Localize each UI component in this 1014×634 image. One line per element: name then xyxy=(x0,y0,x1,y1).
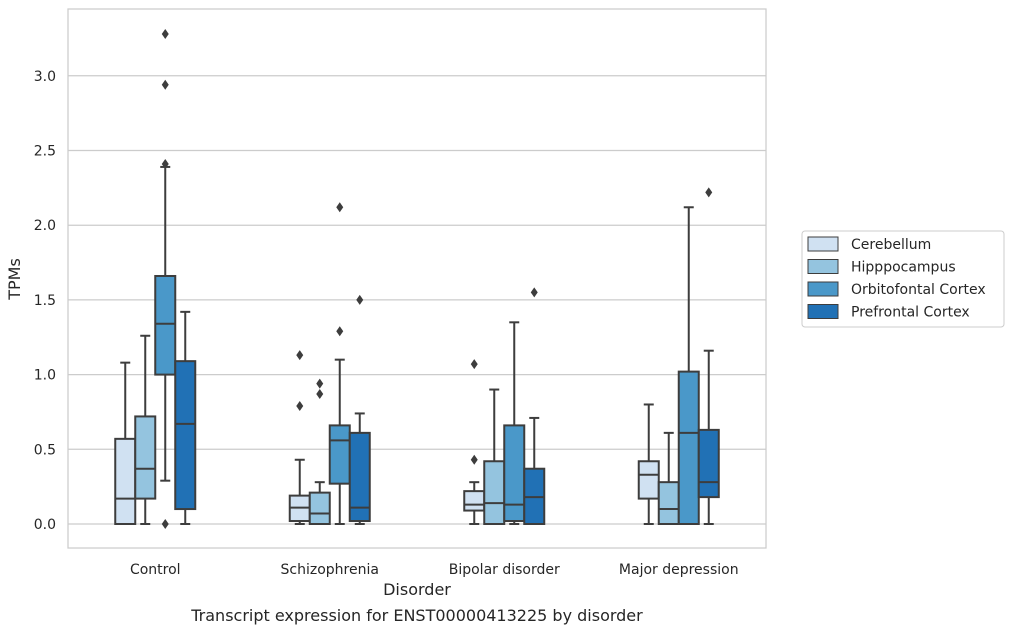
y-tick-label: 0.5 xyxy=(34,442,56,458)
box-0-0 xyxy=(114,361,137,526)
outlier-point xyxy=(316,389,324,400)
box-1-2 xyxy=(328,202,351,525)
iqr-box xyxy=(328,424,351,485)
legend: Cerebellum Hipppocampus Orbitofontal Corte… xyxy=(801,230,1005,328)
box-1-0 xyxy=(288,350,311,525)
outlier-point xyxy=(530,287,538,298)
y-tick-label: 2.5 xyxy=(34,144,56,160)
outlier-point xyxy=(336,326,344,337)
outlier-point xyxy=(470,359,478,370)
outlier-point xyxy=(296,400,304,411)
box-3-3 xyxy=(697,187,720,525)
box-1-1 xyxy=(308,378,331,526)
outlier-point xyxy=(296,350,304,361)
outlier-point xyxy=(161,519,169,529)
box-1-3 xyxy=(348,294,371,525)
legend-label: Orbitofontal Cortex xyxy=(851,282,986,298)
y-tick-labels: 0.0 0.5 1.0 1.5 2.0 2.5 3.0 xyxy=(34,69,56,533)
box-3-0 xyxy=(637,403,660,525)
x-tick-labels: Control Schizophrenia Bipolar disorder Majo… xyxy=(130,562,739,578)
box-0-3 xyxy=(174,310,197,525)
box-3-2 xyxy=(677,206,700,525)
iqr-box xyxy=(677,370,700,525)
iqr-box xyxy=(348,431,371,523)
outlier-point xyxy=(470,454,478,465)
x-tick-label: Bipolar disorder xyxy=(449,562,560,578)
y-tick-label: 3.0 xyxy=(34,69,56,85)
legend-swatch xyxy=(807,281,839,297)
box-2-0 xyxy=(463,359,486,525)
outlier-point xyxy=(336,202,344,213)
iqr-box xyxy=(134,415,157,500)
box-0-2 xyxy=(154,28,177,529)
iqr-box xyxy=(463,490,486,512)
box-0-1 xyxy=(134,334,157,525)
iqr-box xyxy=(114,437,137,526)
x-tick-label: Schizophrenia xyxy=(281,562,379,578)
y-tick-label: 0.0 xyxy=(34,517,56,533)
legend-swatch xyxy=(807,236,839,252)
x-axis-label: Disorder xyxy=(383,580,451,599)
outlier-point xyxy=(316,378,324,389)
iqr-box xyxy=(174,360,197,511)
figure-caption: Transcript expression for ENST0000041322… xyxy=(191,606,643,625)
outlier-point xyxy=(161,28,169,39)
iqr-box xyxy=(154,274,177,376)
plot-frame xyxy=(67,8,767,549)
box-3-1 xyxy=(657,431,680,525)
boxes xyxy=(114,28,720,529)
outlier-point xyxy=(161,79,169,90)
box-2-1 xyxy=(483,388,506,526)
x-tick-label: Major depression xyxy=(619,562,739,578)
legend-label: Cerebellum xyxy=(851,237,931,253)
y-tick-label: 2.0 xyxy=(34,218,56,234)
iqr-box xyxy=(483,460,506,526)
iqr-box xyxy=(637,460,660,500)
outlier-point xyxy=(356,294,364,305)
box-2-2 xyxy=(503,321,526,525)
legend-label: Hipppocampus xyxy=(851,260,956,276)
iqr-box xyxy=(308,491,331,526)
legend-swatch xyxy=(807,259,839,274)
outlier-point xyxy=(161,158,169,169)
iqr-box xyxy=(697,428,720,499)
legend-frame xyxy=(801,230,1005,328)
y-tick-label: 1.0 xyxy=(34,368,56,384)
outlier-point xyxy=(705,187,713,198)
iqr-box xyxy=(503,424,526,523)
y-axis-label: TPMs xyxy=(5,258,24,301)
iqr-box xyxy=(657,481,680,525)
box-2-3 xyxy=(523,287,546,525)
y-tick-label: 1.5 xyxy=(34,293,56,309)
legend-swatch xyxy=(807,304,839,319)
x-tick-label: Control xyxy=(130,562,181,578)
legend-label: Prefrontal Cortex xyxy=(851,305,970,321)
